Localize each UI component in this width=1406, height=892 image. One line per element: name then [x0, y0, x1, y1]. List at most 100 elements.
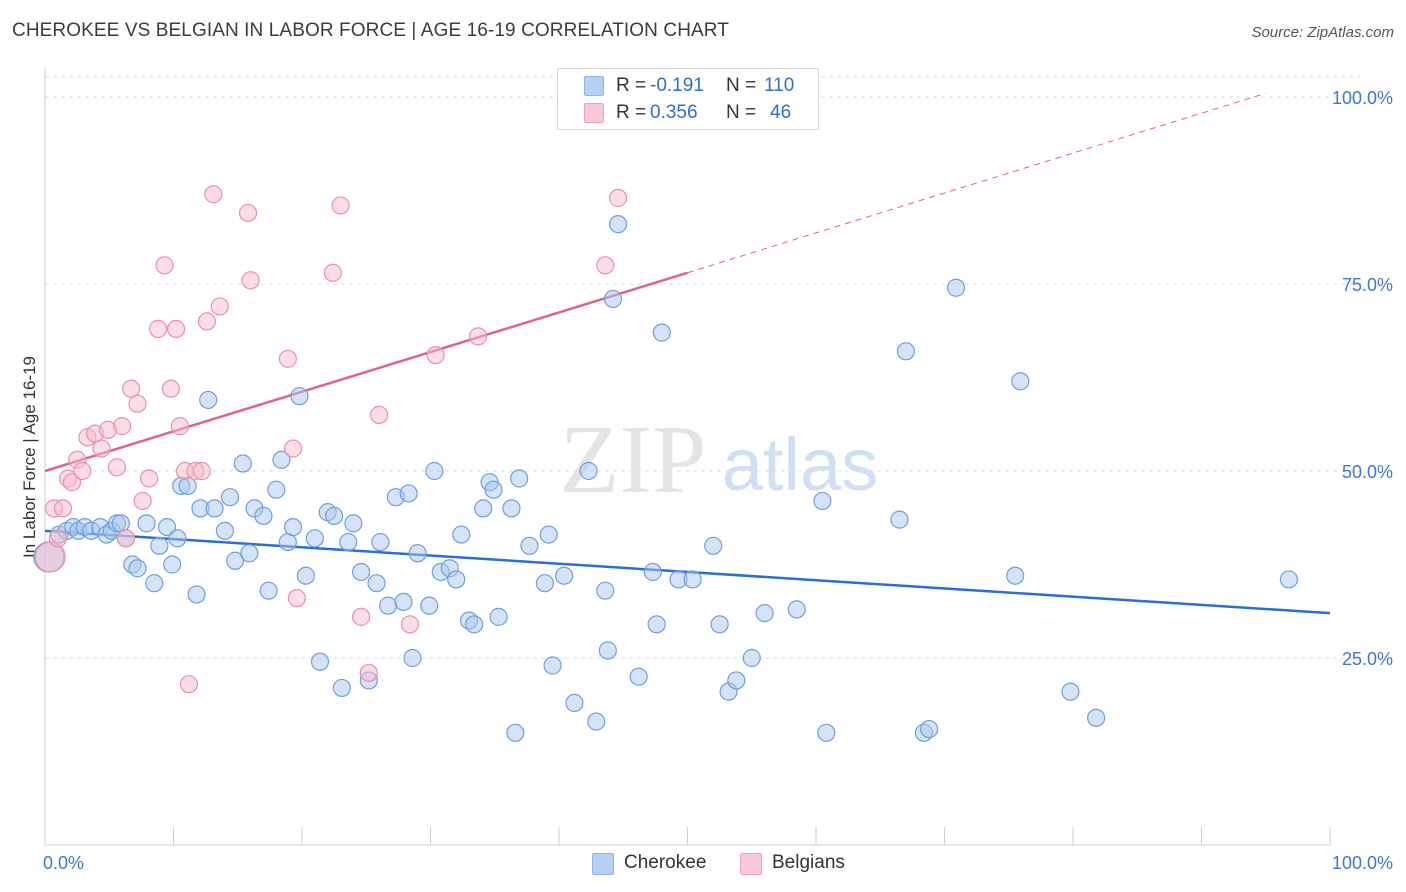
cherokee-point [267, 480, 286, 499]
cherokee-point [603, 289, 623, 309]
watermark-atlas: atlas [722, 423, 878, 506]
correlation-legend: R = -0.191 N = 110 R = 0.356 N = 46 [557, 68, 819, 130]
belgians-point [210, 297, 229, 316]
cherokee-point [296, 566, 315, 585]
legend-r-label: R = [616, 102, 647, 123]
cherokee-point [489, 607, 508, 626]
trend-lines [44, 92, 1331, 615]
cherokee-point [403, 648, 422, 668]
cherokee-point [629, 667, 648, 686]
cherokee-point [565, 693, 584, 712]
watermark-zip: ZIP [560, 406, 707, 514]
cherokee-point [272, 450, 291, 469]
cherokee-point [817, 723, 836, 742]
cherokee-point [205, 499, 224, 518]
belgians-point [148, 319, 168, 338]
cherokee-point [447, 570, 466, 589]
belgians-point [204, 185, 223, 204]
belgians-point [192, 461, 211, 481]
cherokee-point [596, 581, 615, 600]
cherokee-swatch [584, 76, 604, 96]
y-tick-label: 50.0% [1342, 462, 1393, 482]
belgians-point [133, 491, 152, 511]
cherokee-point [199, 390, 218, 410]
cherokee-point [233, 454, 252, 473]
belgians-point [287, 589, 306, 608]
cherokee-point [305, 529, 324, 548]
belgians-point [609, 188, 628, 208]
cherokee-point [1006, 566, 1025, 585]
belgians-swatch [584, 103, 604, 123]
cherokee-point [652, 323, 671, 342]
cherokee-swatch [592, 853, 614, 875]
belgians-point [400, 615, 420, 634]
cherokee-point [408, 544, 427, 563]
cherokee-point [647, 615, 666, 634]
cherokee-point [394, 592, 413, 612]
belgians-point [121, 379, 141, 398]
cherokee-point [890, 510, 909, 529]
y-tick-label: 100.0% [1332, 88, 1393, 108]
belgians-point [107, 458, 127, 477]
belgians-point [170, 417, 190, 436]
gridlines [45, 76, 1365, 659]
cherokee-point [1061, 682, 1080, 701]
cherokee-point [378, 596, 398, 615]
cherokee-point [128, 559, 147, 578]
cherokee-point [352, 562, 371, 582]
y-tick-label: 75.0% [1342, 275, 1393, 295]
x-tick-label: 0.0% [43, 853, 84, 873]
legend-n-label: N = [726, 102, 757, 123]
tick-labels: 25.0% 50.0% 75.0% 100.0% 0.0% 100.0% [43, 88, 1393, 873]
belgians-point [352, 607, 371, 626]
cherokee-point [555, 566, 574, 585]
belgians-point [370, 405, 389, 424]
cherokee-point [168, 529, 187, 548]
belgians-trend-line [44, 271, 688, 473]
legend-row-belgians: R = 0.356 N = 46 [558, 100, 818, 128]
y-tick-label: 25.0% [1342, 649, 1393, 669]
cherokee-point [535, 574, 554, 593]
cherokee-point [598, 641, 617, 660]
cherokee-point [1011, 372, 1030, 391]
cherokee-point [1087, 708, 1106, 727]
belgians-point [278, 349, 297, 368]
cherokee-point [259, 581, 278, 600]
axes [44, 68, 1331, 846]
belgians-point [468, 327, 488, 346]
belgians-point [426, 345, 445, 365]
cherokee-point [1279, 570, 1298, 589]
belgians-point [53, 499, 73, 518]
belgians-point [112, 417, 132, 436]
belgians-points [34, 185, 628, 694]
cherokee-point [371, 532, 390, 552]
belgians-trend-line [687, 92, 1266, 274]
cherokee-point [896, 342, 916, 361]
cherokee-point [420, 596, 439, 615]
belgians-point [161, 379, 181, 398]
belgians-point [166, 319, 186, 338]
belgians-point [62, 473, 82, 492]
source-label: Source: ZipAtlas.com [1251, 24, 1394, 41]
legend-n-value: 46 [770, 102, 792, 123]
belgians-point [596, 256, 615, 275]
cherokee-point [178, 476, 197, 496]
series-name-cherokee: Cherokee [624, 852, 707, 873]
cherokee-point [520, 536, 539, 555]
cherokee-point [704, 536, 723, 555]
cherokee-point [283, 517, 303, 537]
cherokee-point [510, 469, 529, 488]
cherokee-point [710, 615, 729, 634]
cherokee-point [145, 574, 164, 593]
belgians-point [48, 529, 67, 548]
cherokee-point [339, 532, 358, 552]
cherokee-point [742, 648, 761, 668]
cherokee-point [946, 278, 966, 297]
belgians-point [179, 675, 199, 694]
cherokee-point [254, 506, 273, 525]
belgians-point [197, 312, 217, 331]
belgians-point [241, 271, 260, 290]
cherokee-points [33, 215, 1298, 742]
x-tick-label: 100.0% [1332, 853, 1393, 873]
